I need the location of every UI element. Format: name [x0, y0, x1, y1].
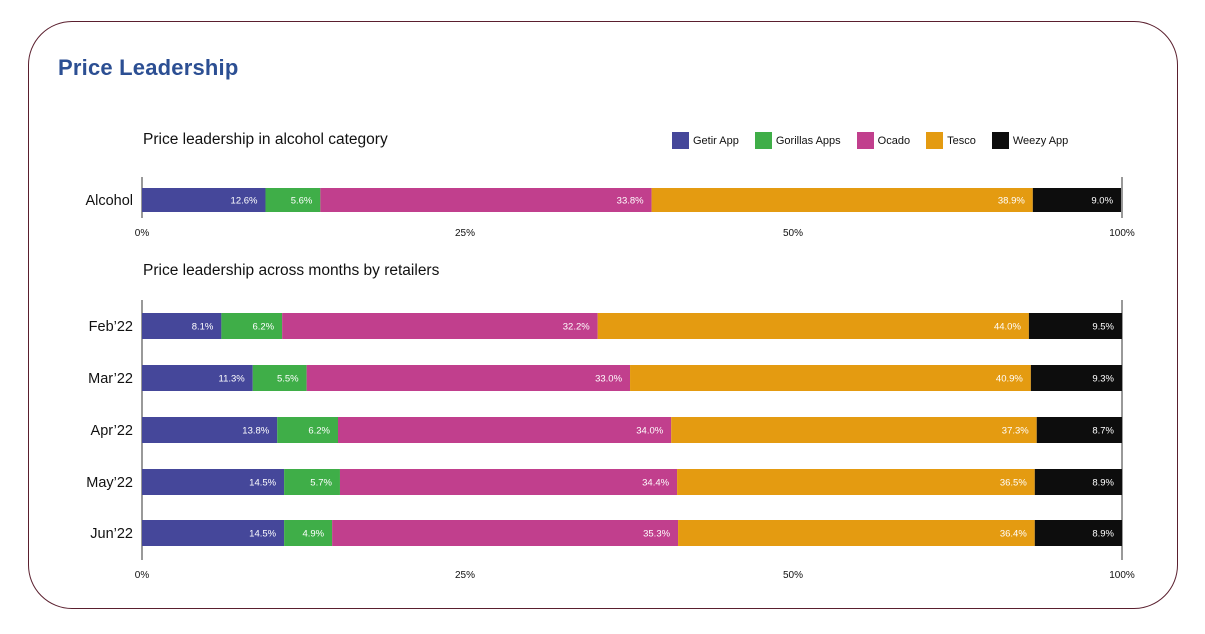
legend-item-ocado: Ocado [856, 132, 911, 149]
monthly-bar-gorillas-apps [277, 417, 338, 443]
monthly-bar-getir-app [142, 365, 253, 391]
monthly-category-label: Mar’22 [88, 371, 133, 387]
monthly-data-label-gorillas-apps: 6.2% [308, 426, 330, 437]
monthly-data-label-gorillas-apps: 5.7% [310, 478, 332, 489]
alcohol-chart-title: Price leadership in alcohol category [143, 131, 388, 148]
page-title: Price Leadership [58, 55, 239, 80]
monthly-data-label-weezy-app: 9.5% [1092, 322, 1114, 333]
monthly-bar-tesco [677, 469, 1035, 495]
monthly-data-label-weezy-app: 9.3% [1092, 374, 1114, 385]
monthly-bar-ocado [338, 417, 672, 443]
monthly-bar-tesco [671, 417, 1037, 443]
alcohol-bar-getir-app [142, 188, 266, 212]
monthly-x-tick-label: 25% [455, 570, 475, 581]
monthly-bar-getir-app [142, 417, 278, 443]
legend-swatch-gorillas [754, 132, 772, 149]
monthly-bar-gorillas-apps [221, 313, 283, 339]
alcohol-data-label-ocado: 33.8% [617, 196, 644, 207]
legend-label-getir: Getir App [693, 134, 739, 147]
monthly-bar-getir-app [142, 469, 285, 495]
monthly-bar-ocado [332, 520, 679, 546]
monthly-bar-gorillas-apps [284, 469, 340, 495]
monthly-bar-weezy-app [1034, 520, 1122, 546]
alcohol-category-label: Alcohol [85, 193, 133, 209]
monthly-data-label-tesco: 37.3% [1002, 426, 1029, 437]
monthly-x-tick-label: 0% [135, 570, 150, 581]
legend: Getir App Gorillas Apps Ocado Tesco Weez… [672, 132, 1084, 149]
monthly-data-label-gorillas-apps: 5.5% [277, 374, 299, 385]
monthly-category-label: Feb’22 [89, 319, 133, 335]
legend-label-weezy: Weezy App [1012, 134, 1069, 147]
monthly-bar-ocado [306, 365, 631, 391]
monthly-data-label-tesco: 40.9% [996, 374, 1023, 385]
monthly-data-label-weezy-app: 8.9% [1092, 529, 1114, 540]
alcohol-bar-tesco [651, 188, 1033, 212]
monthly-data-label-getir-app: 8.1% [192, 322, 214, 333]
alcohol-x-tick-label: 0% [135, 228, 150, 239]
alcohol-bar-weezy-app [1032, 188, 1122, 212]
monthly-bar-weezy-app [1034, 469, 1122, 495]
monthly-bar-gorillas-apps [284, 520, 333, 546]
monthly-chart-title: Price leadership across months by retail… [143, 262, 440, 279]
legend-swatch-weezy [991, 132, 1009, 149]
monthly-bar-weezy-app [1036, 417, 1122, 443]
monthly-data-label-tesco: 36.5% [1000, 478, 1027, 489]
legend-swatch-ocado [856, 132, 874, 149]
alcohol-x-tick-label: 50% [783, 228, 803, 239]
legend-item-gorillas: Gorillas Apps [754, 132, 841, 149]
monthly-data-label-getir-app: 13.8% [242, 426, 269, 437]
monthly-bar-getir-app [142, 520, 285, 546]
monthly-data-label-ocado: 35.3% [643, 529, 670, 540]
monthly-bar-tesco [630, 365, 1031, 391]
legend-label-ocado: Ocado [877, 134, 911, 147]
monthly-bar-tesco [678, 520, 1035, 546]
monthly-bar-weezy-app [1030, 365, 1122, 391]
monthly-data-label-getir-app: 11.3% [219, 374, 246, 385]
alcohol-bar-gorillas-apps [265, 188, 321, 212]
legend-swatch-getir [672, 132, 689, 149]
monthly-data-label-ocado: 34.4% [642, 478, 669, 489]
monthly-x-tick-label: 50% [783, 570, 803, 581]
monthly-data-label-gorillas-apps: 6.2% [252, 322, 274, 333]
alcohol-bar-ocado [320, 188, 652, 212]
monthly-data-label-tesco: 36.4% [1000, 529, 1027, 540]
monthly-data-label-ocado: 34.0% [636, 426, 663, 437]
monthly-data-label-getir-app: 14.5% [249, 478, 276, 489]
monthly-category-label: Apr’22 [91, 423, 133, 439]
legend-label-gorillas: Gorillas Apps [775, 134, 841, 147]
monthly-data-label-weezy-app: 8.9% [1092, 478, 1114, 489]
alcohol-data-label-gorillas-apps: 5.6% [291, 196, 313, 207]
alcohol-data-label-getir-app: 12.6% [231, 196, 258, 207]
card-frame [28, 21, 1178, 609]
monthly-data-label-ocado: 32.2% [563, 322, 590, 333]
monthly-category-label: Jun’22 [90, 526, 133, 542]
monthly-bar-getir-app [142, 313, 222, 339]
alcohol-data-label-weezy-app: 9.0% [1091, 196, 1113, 207]
monthly-bar-tesco [597, 313, 1029, 339]
monthly-data-label-weezy-app: 8.7% [1092, 426, 1114, 437]
monthly-data-label-gorillas-apps: 4.9% [302, 529, 324, 540]
legend-item-weezy: Weezy App [991, 132, 1069, 149]
monthly-x-tick-label: 100% [1109, 570, 1135, 581]
monthly-data-label-ocado: 33.0% [595, 374, 622, 385]
monthly-data-label-getir-app: 14.5% [249, 529, 276, 540]
alcohol-data-label-tesco: 38.9% [998, 196, 1025, 207]
monthly-bar-ocado [339, 469, 678, 495]
legend-label-tesco: Tesco [947, 134, 976, 147]
legend-item-tesco: Tesco [926, 132, 976, 149]
legend-item-getir: Getir App [672, 132, 739, 149]
monthly-bar-weezy-app [1028, 313, 1122, 339]
monthly-category-label: May’22 [86, 475, 133, 491]
legend-swatch-tesco [926, 132, 944, 149]
monthly-bar-gorillas-apps [252, 365, 307, 391]
alcohol-x-tick-label: 25% [455, 228, 475, 239]
monthly-data-label-tesco: 44.0% [994, 322, 1021, 333]
monthly-bar-ocado [282, 313, 598, 339]
alcohol-x-tick-label: 100% [1109, 228, 1135, 239]
